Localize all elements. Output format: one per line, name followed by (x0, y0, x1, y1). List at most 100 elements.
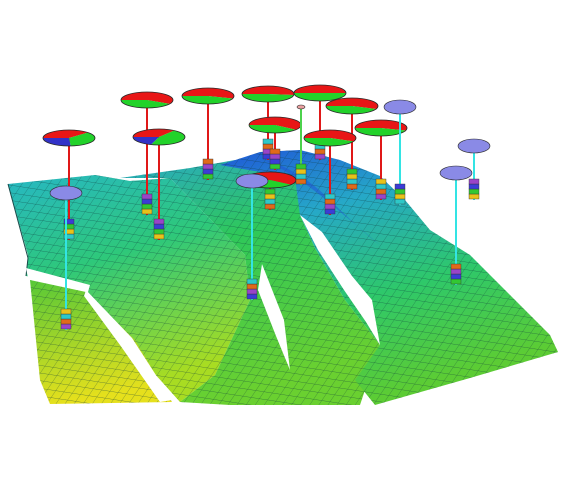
completion-band (394, 188, 406, 195)
completion-band (314, 148, 326, 155)
completion-band (295, 178, 307, 185)
completion-band (324, 193, 336, 200)
pie-outline (181, 87, 235, 105)
completion-band (468, 193, 480, 200)
completion-band (468, 183, 480, 190)
completion-band (346, 183, 358, 190)
completion-band (346, 178, 358, 185)
completion-band (63, 218, 75, 225)
completion-band (295, 173, 307, 180)
completion-band (264, 198, 276, 205)
completion-band (269, 148, 281, 155)
injector-disc (439, 165, 473, 181)
completion-band (375, 178, 387, 185)
pie-slice (249, 117, 301, 130)
injector-well (457, 138, 491, 200)
pie-slice (355, 119, 408, 131)
producer-well (325, 97, 379, 190)
gas-well (295, 104, 307, 185)
completion-band (60, 318, 72, 325)
completion-band (314, 153, 326, 160)
pie-outline (354, 119, 408, 137)
pie-slice (133, 137, 159, 145)
completion-band (153, 228, 165, 235)
completion-band (264, 203, 276, 210)
pie-slice (242, 94, 294, 103)
pie-outline (132, 128, 186, 146)
pie-slice (304, 130, 356, 142)
completion-band (202, 158, 214, 165)
injector-well (439, 165, 473, 285)
completion-band (295, 168, 307, 175)
producer-well (354, 119, 408, 200)
producer-well (303, 129, 357, 215)
fault-block-right (220, 150, 558, 405)
completion-band (324, 203, 336, 210)
completion-band (394, 193, 406, 200)
injector-well (383, 99, 417, 205)
completion-band (450, 273, 462, 280)
completion-band (202, 168, 214, 175)
completion-band (262, 143, 274, 150)
pie-outline (42, 129, 96, 147)
completion-band (246, 278, 258, 285)
completion-band (375, 193, 387, 200)
completion-band (264, 193, 276, 200)
pie-outline (120, 91, 174, 109)
pie-slice (182, 88, 234, 99)
completion-band (141, 208, 153, 215)
completion-band (60, 308, 72, 315)
completion-band (269, 163, 281, 170)
wells-layer (42, 84, 491, 330)
producer-well (132, 128, 186, 240)
pie-slice (242, 86, 294, 96)
completion-band (262, 138, 274, 145)
completion-band (375, 183, 387, 190)
pie-slice (43, 130, 88, 138)
pie-slice (355, 128, 406, 136)
completion-band (264, 188, 276, 195)
injector-disc (457, 138, 491, 154)
completion-band (246, 293, 258, 300)
pie-slice (121, 100, 170, 108)
completion-band (246, 283, 258, 290)
completion-band (346, 168, 358, 175)
injector-disc (383, 99, 417, 115)
completion-band (394, 183, 406, 190)
completion-band (60, 323, 72, 330)
injector-disc (49, 185, 83, 201)
producer-well (42, 129, 96, 240)
pie-slice (121, 92, 173, 104)
pie-slice (294, 85, 346, 93)
injector-disc (235, 173, 269, 189)
completion-band (324, 208, 336, 215)
completion-band (153, 233, 165, 240)
completion-band (269, 158, 281, 165)
fault-lines (26, 215, 380, 402)
completion-band (295, 163, 307, 170)
completion-band (450, 263, 462, 270)
pie-outline (325, 97, 379, 115)
producer-well (120, 91, 174, 215)
injector-well (49, 185, 83, 330)
pie-slice (182, 96, 233, 104)
pie-slice (249, 125, 297, 134)
completion-band (246, 288, 258, 295)
completion-band (394, 198, 406, 205)
completion-band (269, 153, 281, 160)
producer-well (241, 85, 295, 160)
pie-slice (294, 93, 346, 101)
pie-slice (150, 130, 186, 146)
completion-band (141, 198, 153, 205)
producer-well (181, 87, 235, 180)
pie-outline (293, 84, 347, 102)
completion-band (450, 268, 462, 275)
completion-band (346, 173, 358, 180)
completion-band (468, 188, 480, 195)
completion-band (468, 178, 480, 185)
pie-slice (43, 138, 71, 146)
pie-slice (69, 132, 95, 146)
pie-outline (303, 129, 357, 147)
completion-band (153, 223, 165, 230)
